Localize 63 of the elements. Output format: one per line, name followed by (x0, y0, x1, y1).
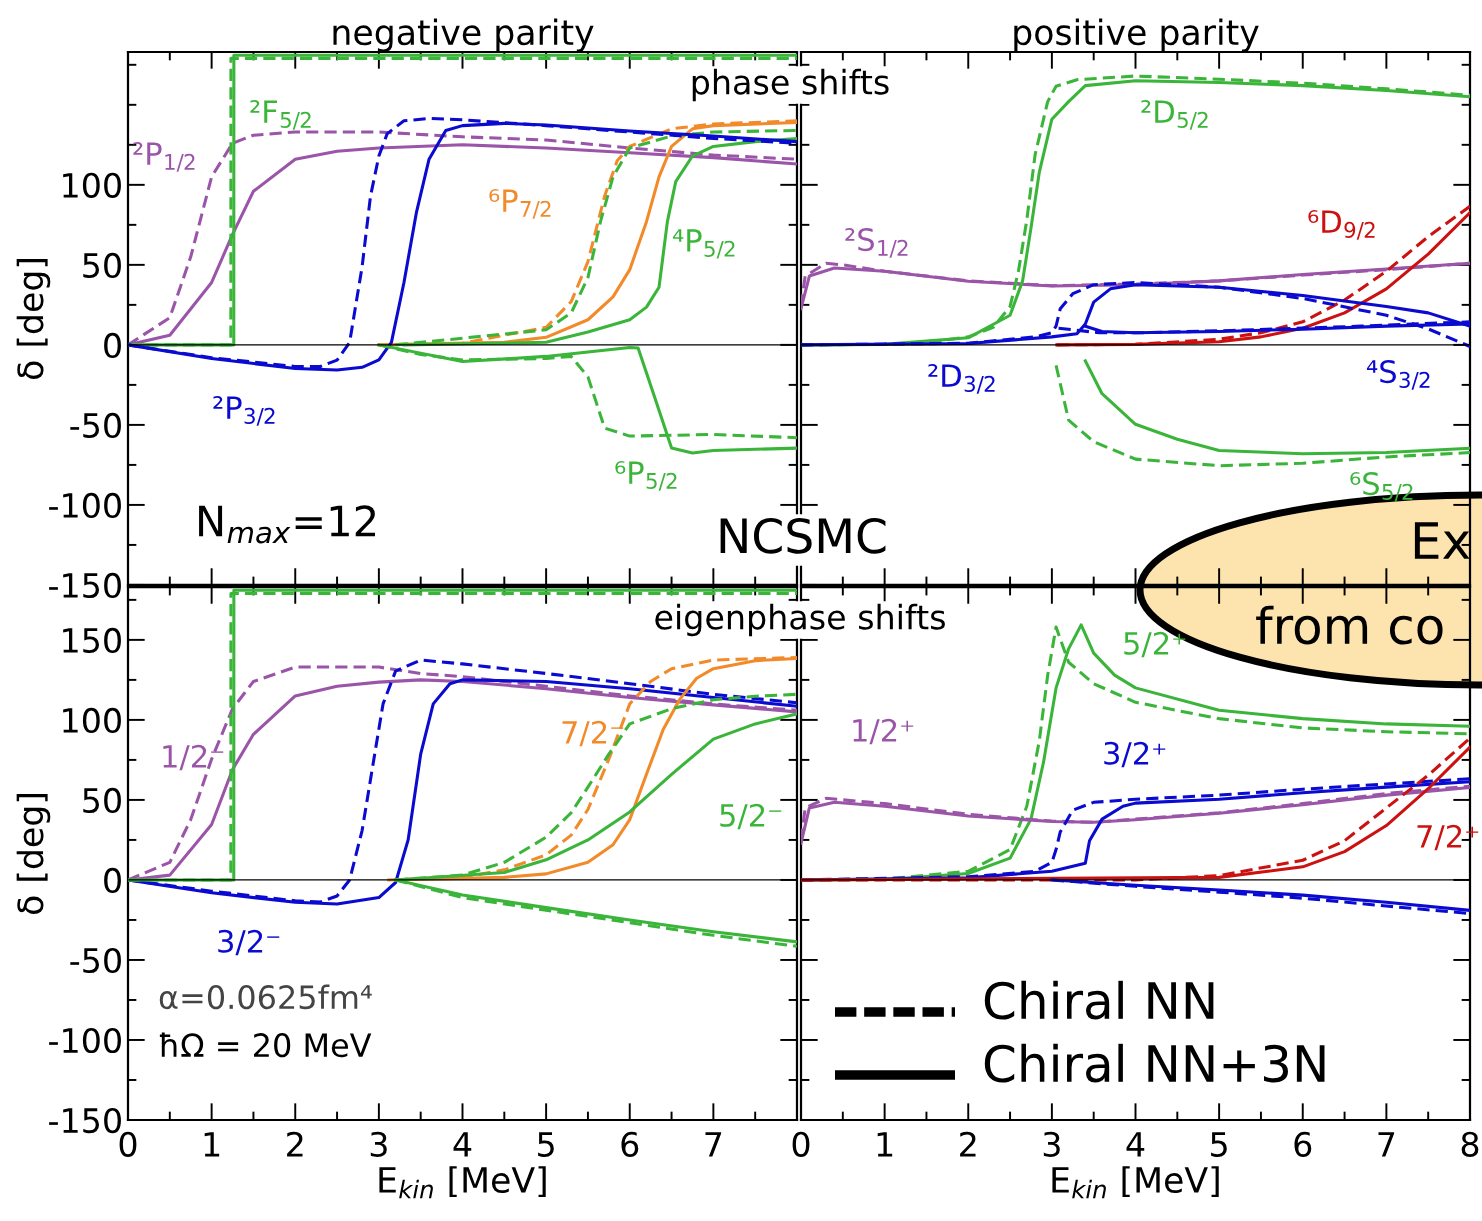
annotation: N$_{max}$=12 (199, 505, 376, 544)
annotation: ²D$_{3/2}$ (928, 364, 995, 394)
chart-title: positive parity (1014, 18, 1259, 52)
annotation: ²F$_{5/2}$ (250, 100, 311, 130)
annotation: NCSMC (720, 517, 886, 554)
y-axis-title: δ [deg] (16, 794, 51, 915)
x-tick-label: 8 (1461, 1131, 1479, 1157)
y-tick-label: -50 (70, 947, 121, 974)
y-tick-label: 100 (63, 707, 121, 734)
annotation: from co (1256, 605, 1443, 645)
x-tick-label: 6 (1294, 1131, 1312, 1157)
y-tick-label: 50 (83, 252, 121, 278)
x-tick-label: 4 (453, 1132, 472, 1157)
y-tick-label: 100 (63, 172, 121, 198)
x-tick-label: 3 (370, 1131, 387, 1157)
chart-title: negative parity (333, 18, 594, 52)
x-tick-label: 2 (960, 1131, 976, 1157)
x-tick-label: 5 (1211, 1132, 1227, 1157)
annotation: ⁶P$_{5/2}$ (615, 461, 677, 491)
y-tick-label: -100 (49, 492, 121, 519)
annotation: α=0.0625fm⁴ (159, 984, 372, 1010)
y-tick-label: 0 (104, 332, 121, 359)
x-tick-label: 5 (538, 1132, 554, 1157)
annotation: 1/2⁻ (163, 744, 224, 771)
x-tick-label: 1 (204, 1132, 220, 1157)
x-axis-title: E$_{kin}$ [MeV] (379, 1166, 546, 1199)
annotation: Chiral NN+3N (984, 1043, 1325, 1083)
annotation: Ex (1414, 522, 1470, 559)
annotation: ⁴S$_{3/2}$ (1366, 360, 1430, 390)
annotation: eigenphase shifts (655, 603, 945, 637)
y-tick-label: -100 (49, 1027, 121, 1054)
x-tick-label: 0 (792, 1131, 810, 1157)
annotation: ²S$_{1/2}$ (845, 228, 908, 258)
y-tick-label: -150 (49, 1107, 121, 1134)
annotation: 7/2⁻ (562, 720, 624, 747)
y-tick-label: 0 (104, 867, 121, 894)
y-tick-label: 50 (83, 787, 121, 814)
annotation: ²P$_{3/2}$ (213, 396, 275, 426)
x-tick-label: 7 (1378, 1132, 1395, 1157)
annotation: ⁶P$_{7/2}$ (489, 189, 551, 219)
annotation: ²D$_{5/2}$ (1141, 100, 1208, 130)
annotation: 5/2⁻ (720, 803, 782, 830)
annotation: ⁶D$_{9/2}$ (1308, 210, 1375, 240)
annotation: 1/2⁺ (853, 718, 914, 745)
y-tick-label: 150 (63, 627, 121, 654)
x-tick-label: 7 (705, 1132, 722, 1157)
annotation: 3/2⁺ (1104, 741, 1166, 768)
x-tick-label: 2 (287, 1131, 303, 1157)
annotation: ħΩ = 20 MeV (159, 1032, 372, 1058)
x-tick-label: 3 (1043, 1131, 1060, 1157)
annotation: phase shifts (692, 68, 889, 102)
annotation: ²P$_{1/2}$ (133, 142, 195, 172)
annotation: 3/2⁻ (218, 929, 280, 956)
x-tick-label: 1 (877, 1132, 893, 1157)
annotation: Chiral NN (984, 980, 1214, 1020)
y-axis-title: δ [deg] (16, 259, 51, 379)
x-tick-label: 6 (621, 1131, 639, 1157)
y-tick-label: -50 (70, 412, 121, 439)
x-tick-label: 4 (1126, 1132, 1145, 1157)
annotation: ⁴P$_{5/2}$ (672, 229, 735, 259)
annotation: 5/2⁺ (1124, 631, 1186, 658)
y-tick-label: -150 (49, 572, 121, 599)
x-axis-title: E$_{kin}$ [MeV] (1052, 1166, 1219, 1199)
